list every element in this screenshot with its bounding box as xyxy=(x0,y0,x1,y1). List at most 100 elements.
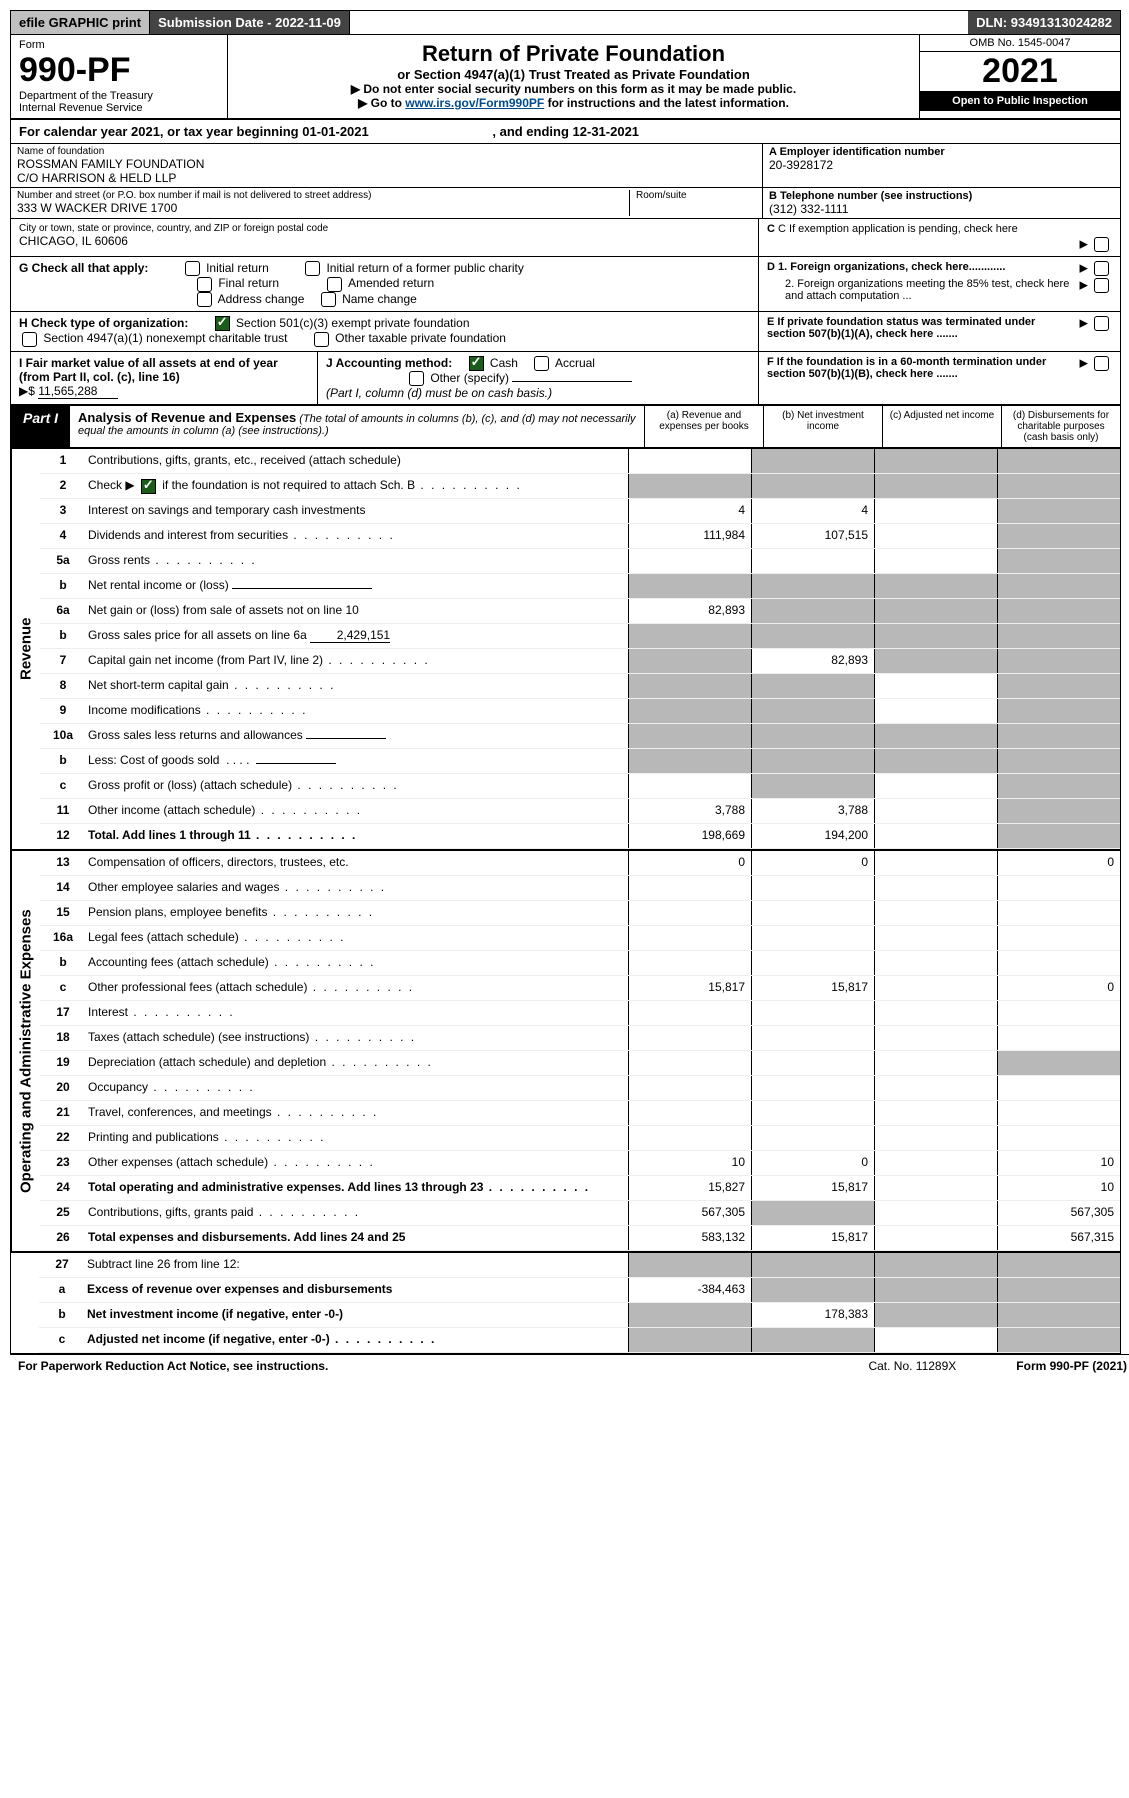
revenue-label: Revenue xyxy=(11,449,40,849)
line-19: 19Depreciation (attach schedule) and dep… xyxy=(40,1051,1120,1076)
box-d: D 1. Foreign organizations, check here..… xyxy=(759,257,1120,311)
line-16a: 16aLegal fees (attach schedule) xyxy=(40,926,1120,951)
checkbox-4947[interactable] xyxy=(22,332,37,347)
pra-notice: For Paperwork Reduction Act Notice, see … xyxy=(18,1359,328,1373)
form-number: 990-PF xyxy=(19,51,219,90)
line-6a: 6aNet gain or (loss) from sale of assets… xyxy=(40,599,1120,624)
irs-label: Internal Revenue Service xyxy=(19,102,219,114)
checkbox-initial[interactable] xyxy=(185,261,200,276)
street-box: Number and street (or P.O. box number if… xyxy=(17,190,629,216)
checkbox-accrual[interactable] xyxy=(534,356,549,371)
line-12: 12Total. Add lines 1 through 11198,66919… xyxy=(40,824,1120,849)
line-5a: 5aGross rents xyxy=(40,549,1120,574)
foundation-co: C/O HARRISON & HELD LLP xyxy=(17,171,756,185)
dept-label: Department of the Treasury xyxy=(19,90,219,102)
form-label: Form xyxy=(19,39,219,51)
checkbox-sch-b[interactable] xyxy=(141,479,156,494)
col-c-hdr: (c) Adjusted net income xyxy=(882,406,1001,447)
subtract-section: 27Subtract line 26 from line 12: aExcess… xyxy=(11,1251,1120,1353)
topbar: efile GRAPHIC print Submission Date - 20… xyxy=(11,11,1120,35)
line-27a: aExcess of revenue over expenses and dis… xyxy=(39,1278,1120,1303)
address-phone-row: Number and street (or P.O. box number if… xyxy=(11,188,1120,219)
ein-box: A Employer identification number 20-3928… xyxy=(763,144,1120,187)
line-3: 3Interest on savings and temporary cash … xyxy=(40,499,1120,524)
line-27: 27Subtract line 26 from line 12: xyxy=(39,1253,1120,1278)
line-17: 17Interest xyxy=(40,1001,1120,1026)
box-i: I Fair market value of all assets at end… xyxy=(11,352,318,405)
line-6b: bGross sales price for all assets on lin… xyxy=(40,624,1120,649)
line-21: 21Travel, conferences, and meetings xyxy=(40,1101,1120,1126)
checkbox-amended[interactable] xyxy=(327,277,342,292)
expenses-label: Operating and Administrative Expenses xyxy=(11,851,40,1251)
box-f: F If the foundation is in a 60-month ter… xyxy=(759,352,1120,405)
line-24: 24Total operating and administrative exp… xyxy=(40,1176,1120,1201)
line-16b: bAccounting fees (attach schedule) xyxy=(40,951,1120,976)
line-10a: 10aGross sales less returns and allowanc… xyxy=(40,724,1120,749)
col-d-hdr: (d) Disbursements for charitable purpose… xyxy=(1001,406,1120,447)
box-j: J Accounting method: Cash Accrual Other … xyxy=(318,352,758,405)
instr-1: ▶ Do not enter social security numbers o… xyxy=(234,82,913,96)
form-link[interactable]: www.irs.gov/Form990PF xyxy=(405,96,544,110)
city-box: City or town, state or province, country… xyxy=(11,219,759,256)
phone-value: (312) 332-1111 xyxy=(769,202,1114,216)
line-18: 18Taxes (attach schedule) (see instructi… xyxy=(40,1026,1120,1051)
line-2: 2Check ▶ if the foundation is not requir… xyxy=(40,474,1120,499)
box-e: E If private foundation status was termi… xyxy=(759,312,1120,351)
line-10c: cGross profit or (loss) (attach schedule… xyxy=(40,774,1120,799)
line-27c: cAdjusted net income (if negative, enter… xyxy=(39,1328,1120,1353)
checkbox-other-taxable[interactable] xyxy=(314,332,329,347)
ein-value: 20-3928172 xyxy=(769,158,1114,172)
line-9: 9Income modifications xyxy=(40,699,1120,724)
line-10b: bLess: Cost of goods sold . . . . xyxy=(40,749,1120,774)
expenses-section: Operating and Administrative Expenses 13… xyxy=(11,849,1120,1251)
line-22: 22Printing and publications xyxy=(40,1126,1120,1151)
form-header: Form 990-PF Department of the Treasury I… xyxy=(11,35,1120,120)
checkbox-e[interactable] xyxy=(1094,316,1109,331)
line-11: 11Other income (attach schedule)3,7883,7… xyxy=(40,799,1120,824)
i-j-f-row: I Fair market value of all assets at end… xyxy=(11,352,1120,405)
line-25: 25Contributions, gifts, grants paid567,3… xyxy=(40,1201,1120,1226)
city-value: CHICAGO, IL 60606 xyxy=(19,234,750,248)
line-15: 15Pension plans, employee benefits xyxy=(40,901,1120,926)
checkbox-initial-former[interactable] xyxy=(305,261,320,276)
name-ein-row: Name of foundation ROSSMAN FAMILY FOUNDA… xyxy=(11,144,1120,188)
checkbox-cash[interactable] xyxy=(469,356,484,371)
omb-number: OMB No. 1545-0047 xyxy=(920,35,1120,52)
checkbox-other-method[interactable] xyxy=(409,371,424,386)
checkbox-c[interactable] xyxy=(1094,237,1109,252)
line-13: 13Compensation of officers, directors, t… xyxy=(40,851,1120,876)
box-g: G Check all that apply: Initial return I… xyxy=(11,257,759,311)
dln: DLN: 93491313024282 xyxy=(968,11,1120,34)
line-27b: bNet investment income (if negative, ent… xyxy=(39,1303,1120,1328)
checkbox-f[interactable] xyxy=(1094,356,1109,371)
line-16c: cOther professional fees (attach schedul… xyxy=(40,976,1120,1001)
cat-number: Cat. No. 11289X xyxy=(868,1359,956,1373)
line-5b: bNet rental income or (loss) xyxy=(40,574,1120,599)
calendar-year-row: For calendar year 2021, or tax year begi… xyxy=(11,120,1120,144)
open-to-public: Open to Public Inspection xyxy=(920,91,1120,111)
form-ref: Form 990-PF (2021) xyxy=(1016,1359,1127,1373)
room-box: Room/suite xyxy=(629,190,756,216)
box-c: C C If exemption application is pending,… xyxy=(759,219,1120,256)
checkbox-501c3[interactable] xyxy=(215,316,230,331)
foundation-name-box: Name of foundation ROSSMAN FAMILY FOUNDA… xyxy=(11,144,763,187)
col-b-hdr: (b) Net investment income xyxy=(763,406,882,447)
checkbox-d2[interactable] xyxy=(1094,278,1109,293)
part1-label: Part I xyxy=(11,406,70,447)
checkbox-name-change[interactable] xyxy=(321,292,336,307)
checkbox-final[interactable] xyxy=(197,277,212,292)
instr-2: ▶ Go to www.irs.gov/Form990PF for instru… xyxy=(234,96,913,110)
revenue-section: Revenue 1Contributions, gifts, grants, e… xyxy=(11,448,1120,849)
form-container: efile GRAPHIC print Submission Date - 20… xyxy=(10,10,1121,1354)
box-h: H Check type of organization: Section 50… xyxy=(11,312,759,351)
line-23: 23Other expenses (attach schedule)10010 xyxy=(40,1151,1120,1176)
checkbox-d1[interactable] xyxy=(1094,261,1109,276)
header-right: OMB No. 1545-0047 2021 Open to Public In… xyxy=(919,35,1120,118)
line-20: 20Occupancy xyxy=(40,1076,1120,1101)
checkbox-addr-change[interactable] xyxy=(197,292,212,307)
header-left: Form 990-PF Department of the Treasury I… xyxy=(11,35,228,118)
h-e-row: H Check type of organization: Section 50… xyxy=(11,312,1120,352)
part1-header: Part I Analysis of Revenue and Expenses … xyxy=(11,404,1120,448)
line-14: 14Other employee salaries and wages xyxy=(40,876,1120,901)
form-subtitle: or Section 4947(a)(1) Trust Treated as P… xyxy=(234,67,913,82)
